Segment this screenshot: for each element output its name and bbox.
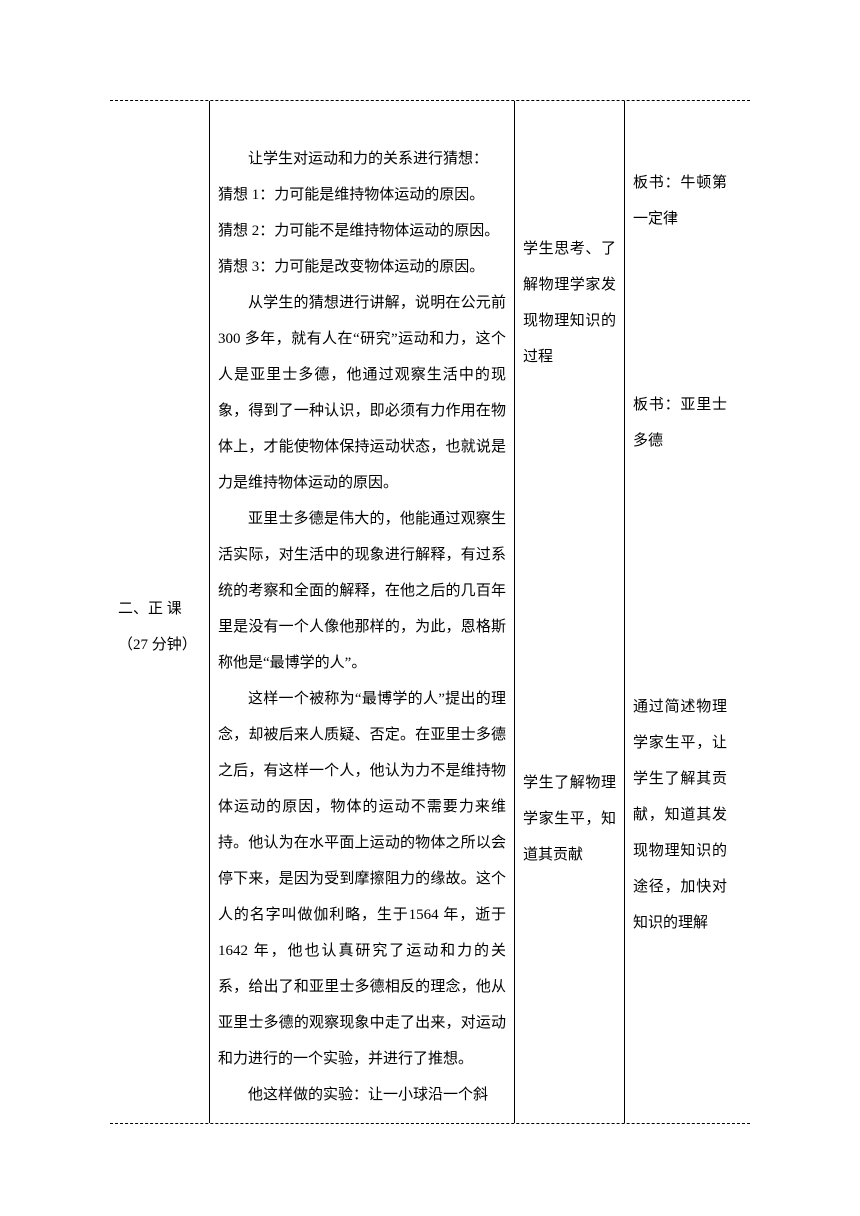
guess-2: 猜想 2：力可能不是维持物体运动的原因。: [218, 213, 506, 249]
column-section-label: 二、正 课 （27 分钟）: [110, 101, 210, 1123]
paragraph-4: 他这样做的实验：让一小球沿一个斜: [218, 1077, 506, 1113]
guess-1: 猜想 1：力可能是维持物体运动的原因。: [218, 177, 506, 213]
board-note-2: 板书：亚里士多德: [633, 387, 727, 459]
student-activity-2: 学生了解物理学家生平，知道其贡献: [523, 765, 616, 873]
board-note-1: 板书：牛顿第一定律: [633, 165, 727, 237]
spacer: [633, 459, 727, 689]
student-activity-1: 学生思考、了解物理学家发现物理知识的过程: [523, 231, 616, 375]
column-teaching-content: 让学生对运动和力的关系进行猜想： 猜想 1：力可能是维持物体运动的原因。 猜想 …: [210, 101, 515, 1123]
paragraph-3: 这样一个被称为“最博学的人”提出的理念，却被后来人质疑、否定。在亚里士多德之后，…: [218, 681, 506, 1077]
paragraph-1: 从学生的猜想进行讲解，说明在公元前 300 多年，就有人在“研究”运动和力，这个…: [218, 285, 506, 501]
spacer: [523, 375, 616, 765]
guess-3: 猜想 3：力可能是改变物体运动的原因。: [218, 249, 506, 285]
spacer: [633, 237, 727, 387]
column-notes: 板书：牛顿第一定律 板书：亚里士多德 通过简述物理学家生平，让学生了解其贡献，知…: [625, 101, 735, 1123]
spacer: [523, 141, 616, 231]
teaching-note: 通过简述物理学家生平，让学生了解其贡献，知道其发现物理知识的途径，加快对知识的理…: [633, 689, 727, 941]
section-duration: （27 分钟）: [118, 627, 197, 663]
lesson-table: 二、正 课 （27 分钟） 让学生对运动和力的关系进行猜想： 猜想 1：力可能是…: [110, 100, 750, 1124]
intro-text: 让学生对运动和力的关系进行猜想：: [218, 141, 506, 177]
paragraph-2: 亚里士多德是伟大的，他能通过观察生活实际，对生活中的现象进行解释，有过系统的考察…: [218, 501, 506, 681]
section-title: 二、正 课: [118, 591, 197, 627]
spacer: [633, 141, 727, 165]
section-label-wrapper: 二、正 课 （27 分钟）: [118, 141, 197, 1113]
column-student-activity: 学生思考、了解物理学家发现物理知识的过程 学生了解物理学家生平，知道其贡献: [515, 101, 625, 1123]
